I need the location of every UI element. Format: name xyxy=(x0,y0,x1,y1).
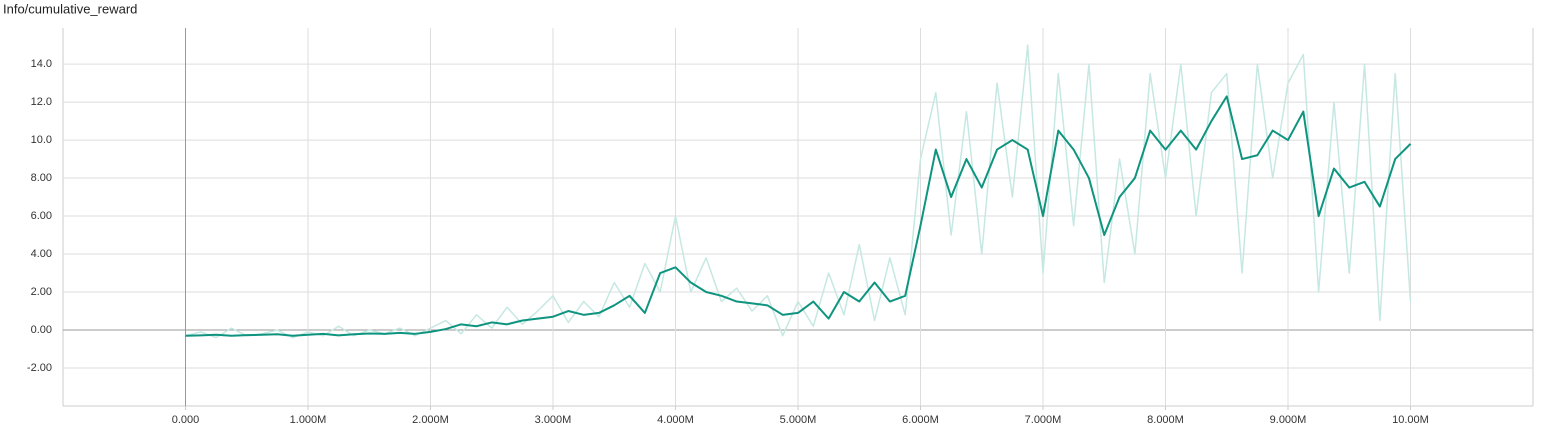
series-line xyxy=(185,95,1412,337)
x-tick-label: 7.000M xyxy=(1025,414,1062,426)
chart-title: Info/cumulative_reward xyxy=(3,1,137,16)
y-tick-label: 10.0 xyxy=(31,134,52,146)
x-tick-label: 2.000M xyxy=(412,414,449,426)
x-tick-label: 0.000 xyxy=(172,414,200,426)
x-tick-label: 9.000M xyxy=(1270,414,1307,426)
x-tick-label: 4.000M xyxy=(657,414,694,426)
y-tick-label: 4.00 xyxy=(31,248,52,260)
y-tick-label: 14.0 xyxy=(31,58,52,70)
x-tick-label: 8.000M xyxy=(1147,414,1184,426)
y-tick-label: -2.00 xyxy=(27,362,52,374)
x-tick-label: 6.000M xyxy=(902,414,939,426)
y-tick-label: 12.0 xyxy=(31,96,52,108)
series-line xyxy=(185,44,1412,339)
x-tick-label: 5.000M xyxy=(780,414,817,426)
x-tick-label: 10.00M xyxy=(1392,414,1429,426)
y-tick-label: 6.00 xyxy=(31,210,52,222)
y-tick-label: 8.00 xyxy=(31,172,52,184)
x-tick-label: 1.000M xyxy=(290,414,327,426)
y-tick-label: 2.00 xyxy=(31,286,52,298)
x-tick-label: 3.000M xyxy=(535,414,572,426)
y-tick-label: 0.00 xyxy=(31,324,52,336)
